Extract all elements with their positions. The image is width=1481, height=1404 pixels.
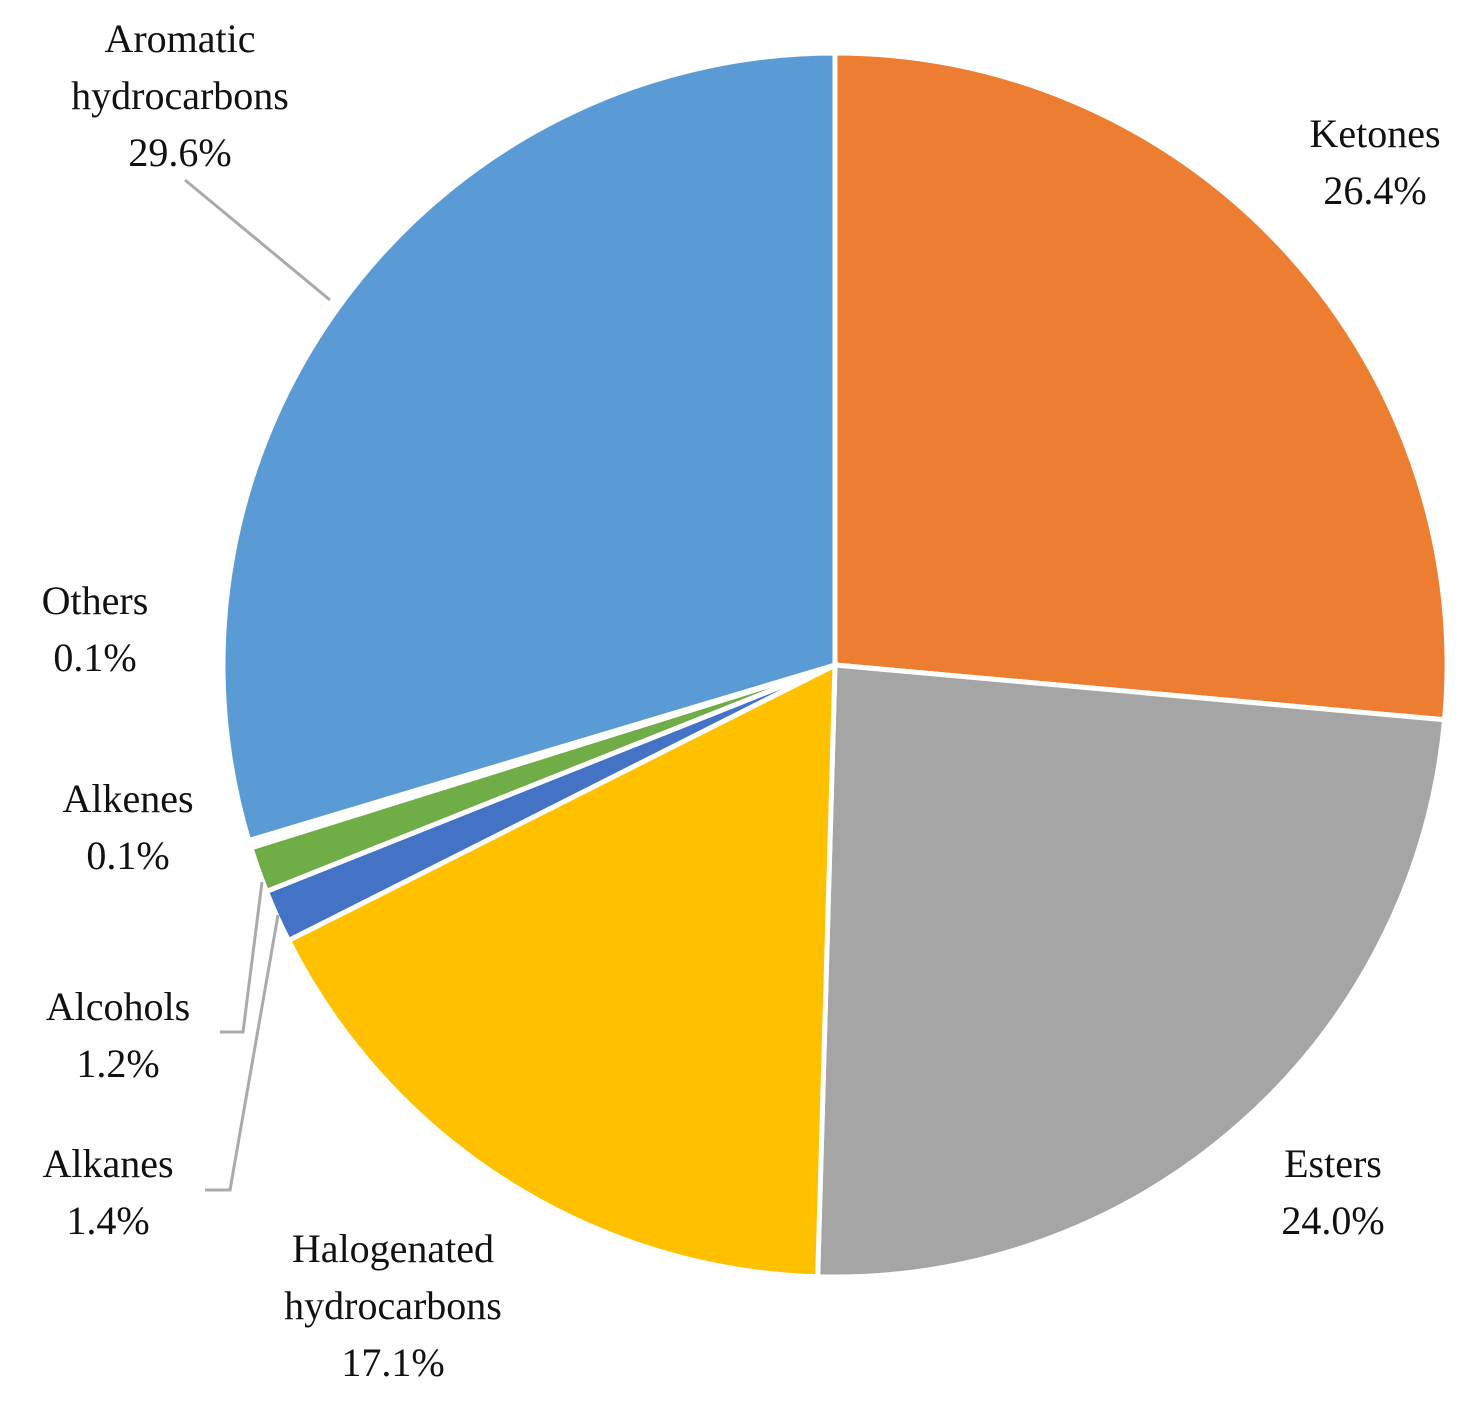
- data-label: Alkenes 0.1%: [28, 770, 228, 884]
- category-label: Alkanes: [42, 1141, 174, 1186]
- data-label: Alkanes 1.4%: [8, 1135, 208, 1249]
- value-label: 0.1%: [86, 833, 170, 878]
- value-label: 1.2%: [76, 1041, 160, 1086]
- value-label: 29.6%: [128, 130, 232, 175]
- pie-slice: [285, 660, 838, 1280]
- data-label: Halogenated hydrocarbons 17.1%: [243, 1220, 543, 1391]
- category-label: Others: [41, 578, 149, 623]
- leader-line: [184, 178, 331, 302]
- data-label: Aromatic hydrocarbons 29.6%: [30, 10, 330, 181]
- category-label: Alkenes: [62, 776, 194, 821]
- category-label: Ketones: [1309, 111, 1441, 156]
- pie-slice: [815, 662, 1448, 1280]
- value-label: 24.0%: [1281, 1198, 1385, 1243]
- data-label: Esters 24.0%: [1233, 1135, 1433, 1249]
- value-label: 0.1%: [53, 635, 137, 680]
- category-label: Aromatic hydrocarbons: [71, 16, 289, 118]
- value-label: 17.1%: [341, 1340, 445, 1385]
- pie-slice: [832, 50, 1450, 723]
- leader-line: [205, 914, 280, 1192]
- category-label: Halogenated hydrocarbons: [284, 1226, 502, 1328]
- data-label: Ketones 26.4%: [1275, 105, 1475, 219]
- category-label: Esters: [1284, 1141, 1382, 1186]
- value-label: 1.4%: [66, 1198, 150, 1243]
- slices: [220, 50, 1450, 1280]
- leader-line: [220, 881, 264, 1034]
- pie-slice: [220, 50, 838, 844]
- data-label: Alcohols 1.2%: [18, 978, 218, 1092]
- data-label: Others 0.1%: [0, 572, 195, 686]
- value-label: 26.4%: [1323, 168, 1427, 213]
- category-label: Alcohols: [45, 984, 191, 1029]
